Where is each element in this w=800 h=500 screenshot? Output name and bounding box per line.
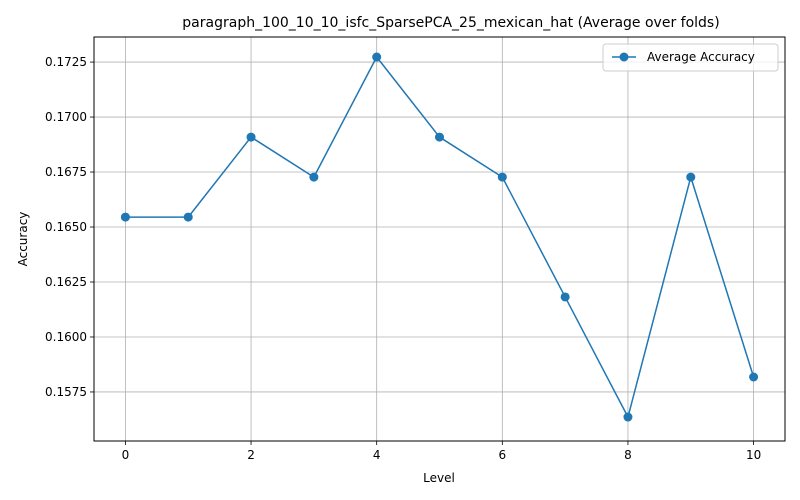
data-point — [560, 292, 570, 302]
data-point — [372, 52, 382, 62]
legend-box — [602, 43, 779, 72]
legend-label: Average Accuracy — [647, 50, 755, 64]
y-tick-label: 0.1700 — [45, 110, 87, 124]
x-axis-ticks: 0 2 4 6 8 10 — [122, 441, 761, 462]
plot-frame — [93, 36, 786, 442]
data-point — [120, 212, 130, 222]
data-point — [749, 372, 759, 382]
data-point — [497, 172, 507, 182]
y-axis-label: Accuracy — [16, 212, 30, 267]
data-point — [623, 412, 633, 422]
y-tick-label: 0.1575 — [45, 385, 87, 399]
x-axis-label: Level — [423, 471, 455, 485]
series-layer — [120, 52, 759, 422]
x-tick-label: 10 — [746, 448, 761, 462]
y-tick-label: 0.1675 — [45, 165, 87, 179]
data-point — [246, 132, 256, 142]
y-tick-label: 0.1650 — [45, 220, 87, 234]
y-tick-label: 0.1625 — [45, 275, 87, 289]
data-point — [435, 132, 444, 142]
grid-lines — [94, 37, 785, 441]
y-axis-ticks: 0.1575 0.1600 0.1625 0.1650 0.1675 0.1700 0.17… — [45, 55, 94, 399]
plot-area — [94, 37, 785, 441]
x-tick-label: 6 — [498, 448, 506, 462]
x-tick-label: 2 — [247, 448, 255, 462]
legend-marker-sample — [619, 52, 629, 62]
legend: Average Accuracy — [602, 43, 779, 72]
y-tick-label: 0.1725 — [45, 55, 87, 69]
data-point — [686, 172, 696, 182]
x-tick-label: 8 — [624, 448, 632, 462]
data-point — [309, 172, 319, 182]
x-tick-label: 0 — [122, 448, 130, 462]
x-tick-label: 4 — [373, 448, 381, 462]
chart-title: paragraph_100_10_10_isfc_SparsePCA_25_me… — [182, 15, 719, 31]
data-point — [183, 212, 193, 222]
y-tick-label: 0.1600 — [45, 330, 87, 344]
